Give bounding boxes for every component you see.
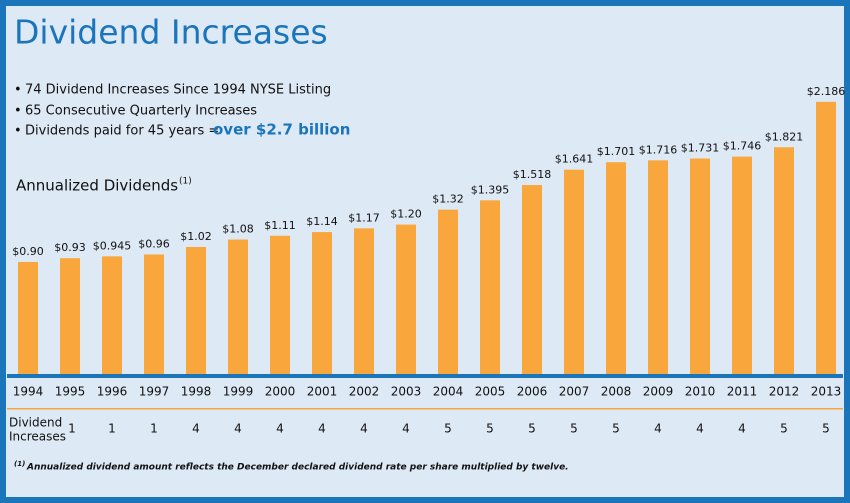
chart-title-note: (1) bbox=[179, 177, 192, 187]
separator bbox=[7, 408, 843, 410]
bar bbox=[690, 158, 710, 374]
value-label: $1.14 bbox=[306, 215, 338, 228]
x-tick-label: 2004 bbox=[433, 385, 464, 399]
bar bbox=[144, 254, 164, 374]
increase-count: 4 bbox=[402, 422, 410, 436]
chart-title: Annualized Dividends bbox=[16, 177, 178, 195]
x-tick-label: 1998 bbox=[181, 385, 212, 399]
x-tick-label: 2011 bbox=[727, 385, 758, 399]
increase-count: 4 bbox=[318, 422, 326, 436]
bar bbox=[102, 256, 122, 374]
bar bbox=[60, 258, 80, 374]
increase-count: 5 bbox=[570, 422, 578, 436]
value-label: $1.518 bbox=[513, 168, 552, 181]
increase-count: 5 bbox=[822, 422, 830, 436]
x-tick-label: 1995 bbox=[55, 385, 86, 399]
value-label: $1.02 bbox=[180, 230, 212, 243]
bar bbox=[774, 147, 794, 374]
bullet: Dividends paid for 45 years = bbox=[25, 124, 219, 139]
x-tick-label: 1996 bbox=[97, 385, 128, 399]
bullet-highlight: over $2.7 billion bbox=[213, 121, 350, 139]
value-label: $1.11 bbox=[264, 219, 296, 232]
x-tick-label: 2008 bbox=[601, 385, 632, 399]
increase-count: 4 bbox=[738, 422, 746, 436]
increase-count: 5 bbox=[444, 422, 452, 436]
bar bbox=[648, 160, 668, 374]
increase-count: 1 bbox=[108, 422, 116, 436]
value-label: $1.08 bbox=[222, 223, 254, 236]
x-tick-label: 2000 bbox=[265, 385, 296, 399]
baseline bbox=[7, 374, 843, 378]
bar bbox=[564, 169, 584, 374]
bar bbox=[396, 224, 416, 374]
value-label: $1.395 bbox=[471, 183, 510, 196]
value-label: $2.186 bbox=[807, 85, 846, 98]
bar bbox=[270, 235, 290, 374]
bar bbox=[186, 247, 206, 374]
bullet: 65 Consecutive Quarterly Increases bbox=[25, 104, 257, 119]
bar bbox=[18, 261, 38, 374]
increase-count: 1 bbox=[68, 422, 76, 436]
value-label: $1.731 bbox=[681, 141, 720, 154]
x-tick-label: 1999 bbox=[223, 385, 254, 399]
increase-count: 5 bbox=[612, 422, 620, 436]
value-label: $1.32 bbox=[432, 193, 464, 206]
increase-count: 4 bbox=[234, 422, 242, 436]
x-tick-label: 2002 bbox=[349, 385, 380, 399]
bar bbox=[606, 162, 626, 374]
x-tick-label: 2010 bbox=[685, 385, 716, 399]
bullet-dot: • bbox=[14, 124, 22, 139]
x-tick-label: 1994 bbox=[13, 385, 44, 399]
value-label: $1.701 bbox=[597, 145, 636, 158]
increase-count: 4 bbox=[192, 422, 200, 436]
value-label: $1.716 bbox=[639, 143, 678, 156]
value-label: $1.746 bbox=[723, 140, 762, 153]
value-label: $0.96 bbox=[138, 237, 170, 250]
x-tick-label: 2003 bbox=[391, 385, 422, 399]
increase-count: 5 bbox=[780, 422, 788, 436]
x-tick-label: 2009 bbox=[643, 385, 674, 399]
row-label: Dividend bbox=[9, 416, 62, 430]
bar bbox=[816, 101, 836, 374]
increase-count: 5 bbox=[486, 422, 494, 436]
x-tick-label: 2005 bbox=[475, 385, 506, 399]
footnote-marker: (1) bbox=[14, 460, 25, 468]
value-label: $1.641 bbox=[555, 153, 594, 166]
x-tick-label: 2001 bbox=[307, 385, 338, 399]
increase-count: 4 bbox=[696, 422, 704, 436]
bar bbox=[732, 156, 752, 374]
value-label: $0.93 bbox=[54, 241, 86, 254]
bar bbox=[312, 232, 332, 374]
page-title: Dividend Increases bbox=[14, 13, 328, 52]
value-label: $1.20 bbox=[390, 208, 422, 221]
value-label: $0.90 bbox=[12, 245, 44, 258]
bar bbox=[522, 185, 542, 374]
bar bbox=[438, 209, 458, 374]
increase-count: 4 bbox=[360, 422, 368, 436]
bar bbox=[354, 228, 374, 374]
bullet-dot: • bbox=[14, 83, 22, 98]
bullets: • 74 Dividend Increases Since 1994 NYSE … bbox=[14, 83, 350, 139]
row-label: Increases bbox=[9, 430, 66, 444]
footnote: Annualized dividend amount reflects the … bbox=[26, 463, 569, 473]
value-label: $0.945 bbox=[93, 239, 132, 252]
bullet: 74 Dividend Increases Since 1994 NYSE Li… bbox=[25, 83, 331, 98]
x-tick-label: 2007 bbox=[559, 385, 590, 399]
increase-count: 4 bbox=[654, 422, 662, 436]
bullet-dot: • bbox=[14, 104, 22, 119]
value-label: $1.17 bbox=[348, 211, 380, 224]
increase-count: 4 bbox=[276, 422, 284, 436]
x-tick-label: 1997 bbox=[139, 385, 170, 399]
x-tick-label: 2012 bbox=[769, 385, 800, 399]
increase-count: 1 bbox=[150, 422, 158, 436]
bar bbox=[228, 239, 248, 374]
increase-count: 5 bbox=[528, 422, 536, 436]
x-tick-label: 2013 bbox=[811, 385, 842, 399]
bar bbox=[480, 200, 500, 374]
x-tick-label: 2006 bbox=[517, 385, 548, 399]
value-label: $1.821 bbox=[765, 130, 804, 143]
